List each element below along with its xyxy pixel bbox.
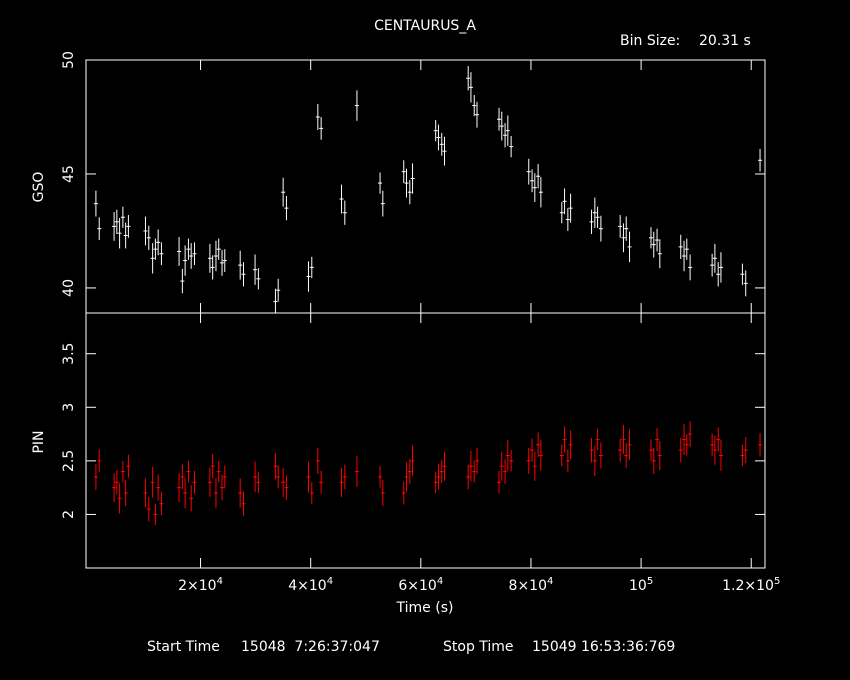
chart-title: CENTAURUS_A <box>374 18 476 34</box>
gso-panel: 40 45 50 <box>61 51 766 314</box>
pin-panel: 2 2.5 3 3.5 2×104 4×104 6×104 8×104 105 1.2×105 <box>61 312 780 594</box>
time-xtick-label: 2×104 <box>178 576 223 594</box>
stop-time-label: Stop Time <box>443 639 514 655</box>
bin-size-label: Bin Size: <box>620 33 680 49</box>
pin-ytick-label: 2 <box>61 510 77 519</box>
gso-ytick-label: 50 <box>61 51 77 69</box>
time-xtick-label: 4×104 <box>288 576 333 594</box>
pin-ytick-label: 2.5 <box>61 450 77 472</box>
pin-ytick-label: 3.5 <box>61 343 77 365</box>
stop-time-value: 15049 16:53:36:769 <box>532 639 675 655</box>
start-time-label: Start Time <box>147 639 220 655</box>
time-xtick-label: 1.2×105 <box>722 576 780 594</box>
gso-ytick-label: 45 <box>61 165 77 183</box>
start-time-value: 15048 7:26:37:047 <box>241 639 380 655</box>
time-xtick-label: 6×104 <box>398 576 443 594</box>
time-axis-label: Time (s) <box>396 600 454 616</box>
gso-plot-frame <box>85 59 766 314</box>
gso-axis-label: GSO <box>31 172 47 203</box>
time-xtick-label: 8×104 <box>509 576 554 594</box>
bin-size-value: 20.31 s <box>699 33 751 49</box>
pin-axis-label: PIN <box>31 430 47 453</box>
time-xtick-label: 105 <box>629 576 653 594</box>
pin-plot-frame <box>85 312 766 569</box>
gso-ytick-label: 40 <box>61 279 77 297</box>
pin-ytick-label: 3 <box>61 403 77 412</box>
